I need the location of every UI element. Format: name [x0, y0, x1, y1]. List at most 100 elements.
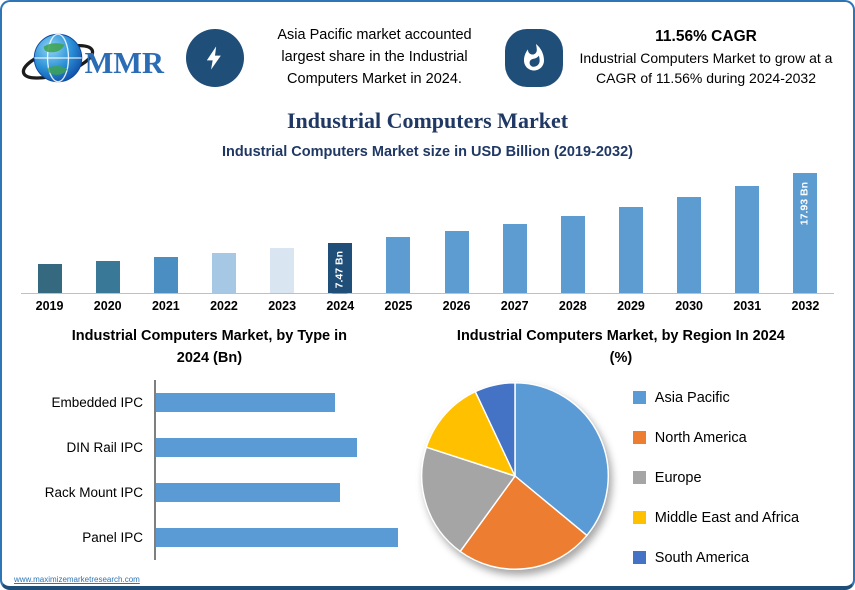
- year-label-2024: 2024: [326, 299, 355, 313]
- bar-area: [601, 168, 661, 294]
- pie-slice-europe: [420, 446, 516, 553]
- bar-column-2028: 2028: [543, 168, 602, 313]
- year-label-2021: 2021: [151, 299, 180, 313]
- header: MMR Asia Pacific market accounted larges…: [16, 12, 839, 104]
- cagr-block: 11.56% CAGR Industrial Computers Market …: [577, 28, 835, 89]
- lightning-badge: [185, 29, 244, 87]
- bar-2019: [37, 264, 62, 293]
- region-chart-section: Industrial Computers Market, by Region I…: [403, 325, 839, 586]
- bar-value-label-2032: 17.93 Bn: [798, 177, 813, 231]
- flame-icon: [524, 43, 545, 71]
- logo-text: MMR: [85, 46, 165, 80]
- year-label-2032: 2032: [791, 299, 820, 313]
- bar-2031: [735, 186, 760, 293]
- legend-swatch-europe: [632, 471, 646, 485]
- pie-slice-south-america: [474, 381, 516, 477]
- bar-2026: [444, 231, 469, 293]
- bar-value-label-2024: 7.47 Bn: [332, 245, 348, 293]
- cagr-note: Industrial Computers Market to grow at a…: [579, 49, 833, 86]
- bar-2024: 7.47 Bn: [328, 243, 353, 293]
- legend-swatch-asia-pacific: [632, 391, 646, 405]
- legend-swatch-middle-east-and-africa: [632, 511, 646, 525]
- type-bar-chart: Embedded IPC DIN Rail IPC Rack Mount IPC Pa…: [16, 379, 403, 560]
- pie-slice-asia-pacific: [514, 381, 609, 537]
- type-bar-rack-mount-ipc: [156, 482, 340, 502]
- bar-column-2031: 2031: [718, 168, 777, 313]
- year-label-2031: 2031: [733, 299, 762, 313]
- bar-column-2027: 2027: [485, 168, 544, 313]
- pie-slice-north-america: [458, 474, 588, 570]
- legend-label-north-america: North America: [654, 429, 747, 446]
- pie-slice-middle-east-and-africa: [425, 390, 517, 478]
- legend-label-europe: Europe: [654, 469, 702, 486]
- bar-column-2030: 2030: [660, 168, 719, 313]
- mmr-logo: MMR: [21, 33, 165, 83]
- bar-2021: [153, 257, 178, 293]
- type-chart-section: Industrial Computers Market, by Type in …: [16, 325, 403, 586]
- type-row-din-rail-ipc: DIN Rail IPC: [16, 424, 403, 470]
- year-label-2020: 2020: [93, 299, 122, 313]
- region-legend: Asia Pacific North America Europe Middle Ea…: [632, 378, 800, 586]
- year-label-2026: 2026: [442, 299, 471, 313]
- type-chart-title: Industrial Computers Market, by Type in …: [71, 328, 348, 367]
- bar-area: 7.47 Bn: [311, 168, 370, 294]
- region-chart-title: Industrial Computers Market, by Region I…: [456, 328, 785, 367]
- type-bar-embedded-ipc: [156, 392, 335, 412]
- bar-area: [194, 168, 254, 294]
- type-bar-track: [154, 379, 403, 425]
- bar-column-2019: 2019: [20, 168, 79, 313]
- bottom-charts-row: Industrial Computers Market, by Type in …: [16, 325, 839, 586]
- type-row-rack-mount-ipc: Rack Mount IPC: [16, 469, 403, 515]
- bar-2032: 17.93 Bn: [793, 173, 818, 293]
- market-size-column-chart: 2019 2020 2021 2022 2023 7.47 Bn 2024 2025 2026 2…: [20, 168, 835, 313]
- legend-item-asia-pacific: Asia Pacific: [632, 389, 799, 406]
- legend-item-europe: Europe: [632, 469, 799, 486]
- type-label-rack-mount-ipc: Rack Mount IPC: [44, 484, 143, 500]
- bar-2022: [211, 253, 236, 293]
- type-label-panel-ipc: Panel IPC: [82, 529, 143, 545]
- flame-badge: [505, 29, 564, 87]
- bar-2023: [270, 248, 295, 293]
- year-label-2025: 2025: [384, 299, 413, 313]
- bar-area: [136, 168, 195, 294]
- bar-column-2032: 17.93 Bn 2032: [776, 168, 835, 313]
- bar-2025: [386, 237, 411, 293]
- highlight-note: Asia Pacific market accounted largest sh…: [277, 27, 472, 87]
- bar-2029: [618, 207, 643, 293]
- type-row-embedded-ipc: Embedded IPC: [16, 379, 403, 425]
- bar-area: [660, 168, 719, 294]
- bar-area: [718, 168, 777, 294]
- legend-label-middle-east-and-africa: Middle East and Africa: [654, 509, 800, 526]
- market-size-chart-title: Industrial Computers Market size in USD …: [222, 144, 633, 160]
- type-bar-din-rail-ipc: [156, 437, 357, 457]
- bar-2020: [95, 261, 120, 293]
- lightning-icon: [206, 46, 221, 70]
- type-bar-track: [154, 424, 403, 470]
- year-label-2022: 2022: [210, 299, 238, 313]
- bar-2027: [502, 224, 527, 293]
- bar-area: [253, 168, 312, 294]
- bar-area: 17.93 Bn: [776, 168, 835, 294]
- year-label-2019: 2019: [35, 299, 64, 313]
- market-size-chart-section: Industrial Computers Market size in USD …: [16, 144, 839, 313]
- type-label-din-rail-ipc: DIN Rail IPC: [66, 439, 143, 455]
- bar-area: [543, 168, 602, 294]
- bar-column-2029: 2029: [601, 168, 661, 313]
- footer-link[interactable]: www.maximizemarketresearch.com: [14, 575, 140, 584]
- year-label-2029: 2029: [617, 299, 645, 313]
- page-title: Industrial Computers Market: [286, 108, 569, 133]
- bar-area: [369, 168, 428, 294]
- region-pie-chart: [420, 381, 609, 570]
- type-label-embedded-ipc: Embedded IPC: [51, 394, 143, 410]
- bar-column-2025: 2025: [369, 168, 428, 313]
- bar-area: [485, 168, 544, 294]
- legend-swatch-south-america: [632, 551, 646, 565]
- type-bar-track: [154, 469, 403, 515]
- legend-swatch-north-america: [632, 431, 646, 445]
- year-label-2027: 2027: [500, 299, 529, 313]
- bar-2030: [677, 197, 702, 293]
- legend-item-north-america: North America: [632, 429, 799, 446]
- legend-label-asia-pacific: Asia Pacific: [654, 389, 730, 406]
- bar-column-2023: 2023: [253, 168, 312, 313]
